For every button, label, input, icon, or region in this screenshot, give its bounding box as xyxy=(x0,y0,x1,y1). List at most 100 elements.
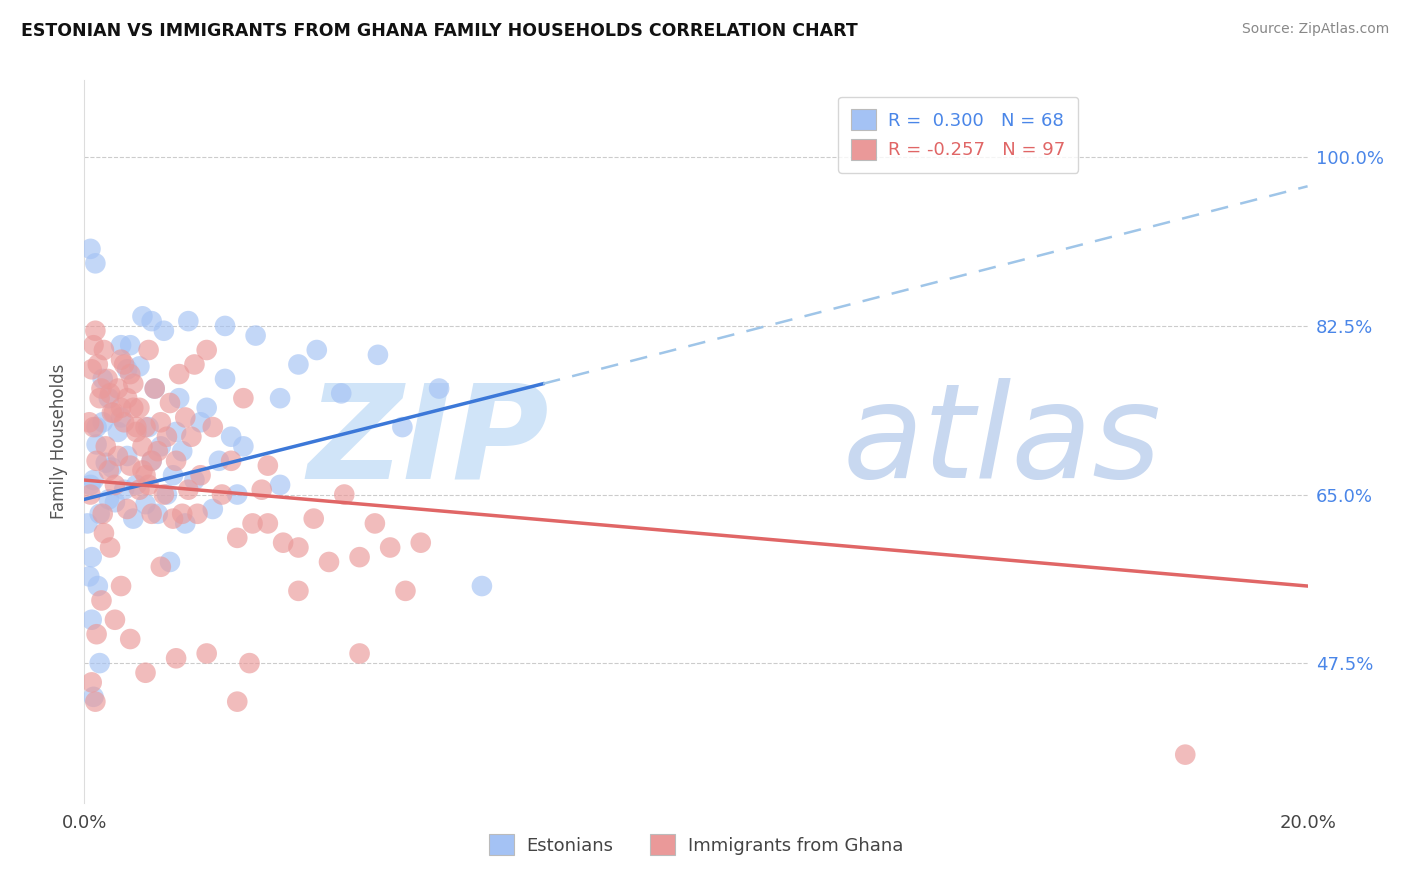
Point xyxy=(125,478,148,492)
Point xyxy=(131,439,153,453)
Point xyxy=(269,391,291,405)
Point xyxy=(84,256,107,270)
Point xyxy=(91,415,114,429)
Point xyxy=(141,314,163,328)
Point xyxy=(83,473,105,487)
Point xyxy=(159,396,181,410)
Point xyxy=(120,632,142,646)
Point xyxy=(79,478,101,492)
Point xyxy=(349,550,371,565)
Point xyxy=(107,425,129,439)
Point xyxy=(115,449,138,463)
Point xyxy=(104,495,127,509)
Point xyxy=(380,541,402,555)
Point xyxy=(86,454,108,468)
Point xyxy=(141,454,163,468)
Point xyxy=(115,502,138,516)
Point xyxy=(391,420,413,434)
Point xyxy=(183,473,205,487)
Point xyxy=(156,430,179,444)
Point xyxy=(83,338,105,352)
Point xyxy=(83,420,105,434)
Point xyxy=(305,343,328,357)
Point xyxy=(84,695,107,709)
Point xyxy=(146,444,169,458)
Point xyxy=(104,613,127,627)
Point xyxy=(162,511,184,525)
Y-axis label: Family Households: Family Households xyxy=(51,364,69,519)
Point xyxy=(110,352,132,367)
Point xyxy=(80,550,103,565)
Point xyxy=(149,439,172,453)
Point xyxy=(219,454,242,468)
Point xyxy=(177,483,200,497)
Point xyxy=(162,468,184,483)
Point xyxy=(159,555,181,569)
Point xyxy=(211,487,233,501)
Point xyxy=(219,430,242,444)
Point xyxy=(89,656,111,670)
Point xyxy=(245,328,267,343)
Point xyxy=(80,613,103,627)
Point xyxy=(107,449,129,463)
Point xyxy=(143,382,166,396)
Point xyxy=(257,516,280,531)
Point xyxy=(90,593,112,607)
Text: ESTONIAN VS IMMIGRANTS FROM GHANA FAMILY HOUSEHOLDS CORRELATION CHART: ESTONIAN VS IMMIGRANTS FROM GHANA FAMILY… xyxy=(21,22,858,40)
Point xyxy=(138,420,160,434)
Point xyxy=(79,487,101,501)
Point xyxy=(94,456,117,470)
Point xyxy=(86,420,108,434)
Point xyxy=(115,362,138,376)
Point xyxy=(115,391,138,405)
Point xyxy=(242,516,264,531)
Point xyxy=(97,492,120,507)
Point xyxy=(183,358,205,372)
Point xyxy=(83,690,105,704)
Point xyxy=(257,458,280,473)
Point xyxy=(110,338,132,352)
Point xyxy=(77,415,100,429)
Point xyxy=(153,487,176,501)
Point xyxy=(120,338,142,352)
Point xyxy=(167,367,190,381)
Point xyxy=(103,406,125,420)
Point xyxy=(180,430,202,444)
Point xyxy=(471,579,494,593)
Point xyxy=(250,483,273,497)
Point xyxy=(87,579,110,593)
Point xyxy=(135,497,157,511)
Point xyxy=(98,386,121,401)
Point xyxy=(89,391,111,405)
Point xyxy=(89,507,111,521)
Point xyxy=(287,541,309,555)
Point xyxy=(149,559,172,574)
Point xyxy=(269,478,291,492)
Point xyxy=(98,541,121,555)
Point xyxy=(135,468,157,483)
Point xyxy=(232,391,254,405)
Point xyxy=(138,343,160,357)
Point xyxy=(97,463,120,477)
Text: Source: ZipAtlas.com: Source: ZipAtlas.com xyxy=(1241,22,1389,37)
Point xyxy=(97,391,120,405)
Point xyxy=(186,507,208,521)
Point xyxy=(91,507,114,521)
Point xyxy=(138,478,160,492)
Point xyxy=(135,420,157,434)
Text: atlas: atlas xyxy=(842,378,1161,505)
Point xyxy=(214,372,236,386)
Point xyxy=(87,358,110,372)
Point xyxy=(128,359,150,374)
Point xyxy=(104,478,127,492)
Point xyxy=(238,656,260,670)
Point xyxy=(214,318,236,333)
Point xyxy=(90,382,112,396)
Point xyxy=(427,382,450,396)
Point xyxy=(330,386,353,401)
Point xyxy=(120,367,142,381)
Point xyxy=(287,583,309,598)
Point xyxy=(97,372,120,386)
Point xyxy=(91,372,114,386)
Point xyxy=(409,535,432,549)
